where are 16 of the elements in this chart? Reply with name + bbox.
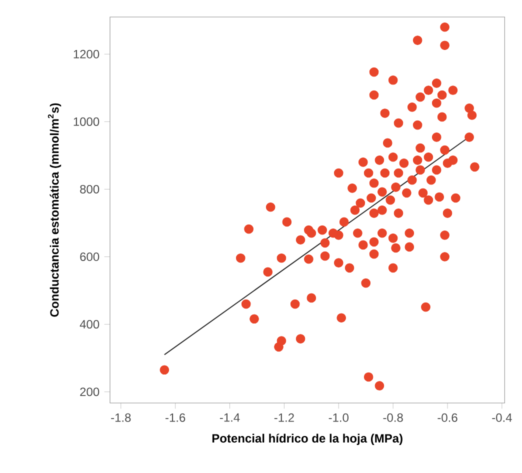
y-tick-label: 1200: [74, 50, 100, 58]
x-tick-label: -1.6: [166, 413, 186, 422]
x-tick-label: -1.2: [274, 413, 294, 422]
y-tick-label: 800: [80, 184, 100, 194]
y-axis-title: Conductancia estomática (mmol/m$^{2}$s): [48, 103, 62, 317]
x-tick-label: -0.6: [438, 413, 458, 422]
y-tick-label: 1000: [74, 117, 100, 126]
y-tick-label: 200: [80, 388, 100, 396]
y-tick-label: 600: [80, 252, 100, 262]
x-axis-title: Potencial hídrico de la hoja (MPa): [212, 434, 402, 445]
x-tick-label: -0.4: [492, 413, 512, 422]
x-tick-label: -1.4: [220, 413, 240, 422]
x-tick-label: -1.0: [328, 413, 349, 422]
y-tick-label: 400: [80, 320, 100, 329]
x-tick-label: -1.8: [111, 413, 131, 422]
x-tick-label: -0.8: [383, 413, 403, 422]
